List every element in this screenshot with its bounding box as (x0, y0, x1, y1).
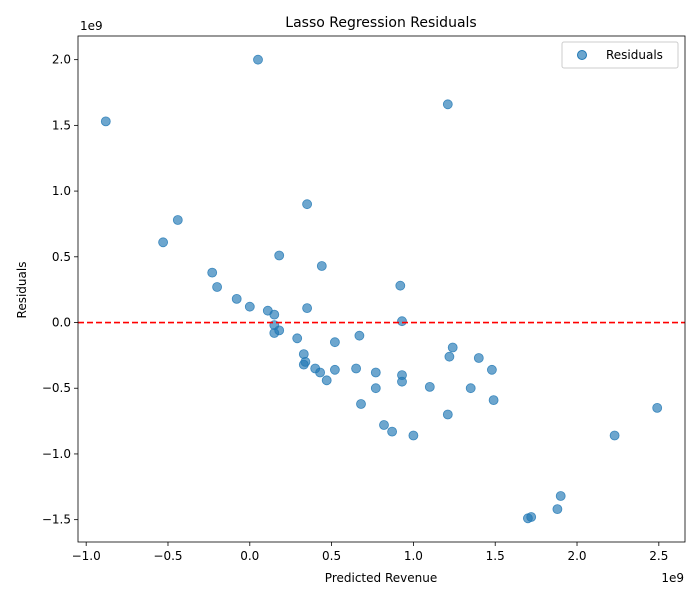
residual-point (244, 301, 255, 312)
residual-point (231, 293, 242, 304)
x-tick-label: −0.5 (153, 549, 182, 563)
residual-point (488, 395, 499, 406)
legend-marker (577, 50, 587, 60)
y-tick-label: −1.0 (42, 447, 71, 461)
residual-point (523, 513, 533, 524)
residual-point (397, 316, 407, 327)
residual-point (379, 420, 389, 430)
chart-title: Lasso Regression Residuals (285, 15, 476, 31)
legend: Residuals (561, 41, 679, 69)
residual-point (329, 364, 340, 375)
residual-point (387, 426, 398, 437)
residual-point (207, 267, 218, 278)
residual-point (408, 430, 419, 441)
residual-point (473, 353, 484, 363)
x-axis-ticks: −1.0 −0.5 0.0 0.5 1.0 1.5 2.0 2.5 (72, 542, 668, 563)
x-tick-label: 2.5 (649, 549, 668, 563)
residual-point (370, 367, 381, 378)
residual-point (370, 383, 381, 394)
residual-point (269, 328, 280, 338)
residual-point (292, 333, 303, 344)
residual-point (269, 309, 280, 320)
residual-point (316, 261, 327, 271)
residual-point (609, 430, 620, 441)
x-tick-label: −1.0 (72, 549, 101, 563)
residual-point (212, 282, 223, 292)
residual-point (442, 99, 453, 110)
x-tick-label: 2.0 (567, 549, 586, 563)
y-tick-label: −1.5 (42, 513, 71, 527)
residual-point (321, 375, 332, 386)
x-tick-label: 0.5 (322, 549, 341, 563)
residual-point (302, 303, 313, 314)
residual-point (329, 337, 340, 348)
residual-point (172, 215, 183, 225)
legend-entry-residuals: Residuals (606, 48, 663, 62)
residual-point (444, 351, 455, 362)
residual-point (356, 399, 366, 409)
residual-point (652, 402, 663, 413)
x-tick-label: 1.0 (404, 549, 423, 563)
residual-point (354, 330, 365, 341)
x-axis-label: Predicted Revenue (325, 571, 437, 585)
x-scale-label: 1e9 (661, 571, 684, 585)
residual-point (298, 349, 309, 360)
y-axis-ticks: −1.5 −1.0 −0.5 0.0 0.5 1.0 1.5 2.0 (42, 53, 78, 527)
residual-point (274, 250, 285, 261)
residual-point (442, 409, 453, 420)
residual-point (158, 237, 169, 248)
residual-point (100, 116, 111, 127)
residual-point (555, 491, 566, 501)
residual-point (424, 381, 435, 392)
residual-point (465, 383, 476, 394)
residual-point (397, 376, 407, 387)
residual-point (395, 280, 406, 291)
y-tick-label: 0.0 (52, 316, 71, 330)
x-tick-label: 1.5 (486, 549, 505, 563)
y-scale-label: 1e9 (80, 19, 103, 33)
y-tick-label: −0.5 (42, 381, 71, 395)
y-axis-label: Residuals (15, 262, 29, 319)
residual-point (351, 363, 362, 374)
residual-point (298, 359, 309, 370)
legend-frame (561, 41, 679, 69)
residual-point (302, 199, 313, 210)
plot-frame (77, 35, 686, 543)
x-tick-label: 0.0 (240, 549, 259, 563)
points-layer (100, 54, 663, 524)
residual-point (253, 54, 263, 65)
residual-point (315, 367, 326, 378)
y-tick-label: 1.5 (52, 118, 71, 132)
residual-point (486, 364, 497, 375)
y-tick-label: 1.0 (52, 184, 71, 198)
residual-point (552, 504, 563, 515)
residual-point (447, 342, 458, 353)
y-tick-label: 0.5 (52, 250, 71, 264)
y-tick-label: 2.0 (52, 53, 71, 67)
